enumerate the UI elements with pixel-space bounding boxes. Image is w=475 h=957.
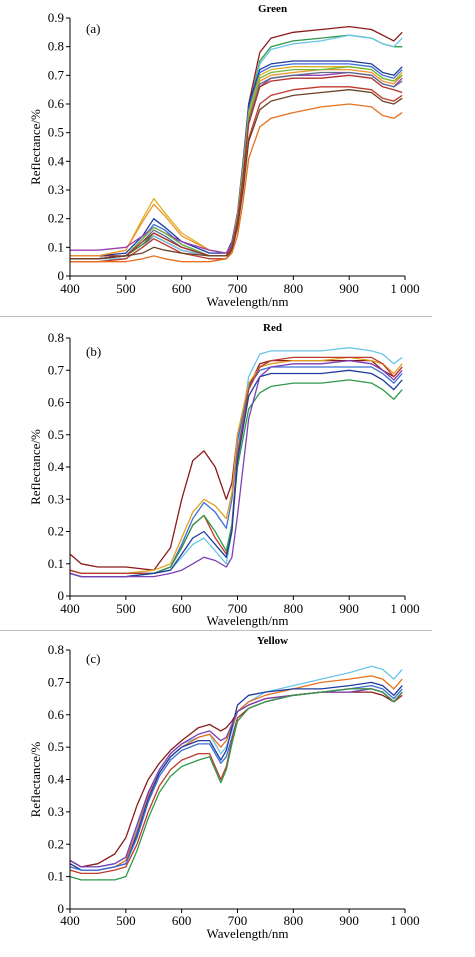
x-tick-label: 700 (228, 281, 248, 296)
y-tick-label: 0.1 (48, 239, 64, 254)
y-tick-label: 0.5 (48, 739, 64, 754)
series-line-8 (69, 688, 403, 881)
series-line-4 (69, 681, 403, 871)
x-tick-label: 800 (284, 281, 304, 296)
y-tick-label: 0.5 (48, 125, 64, 140)
series-line-13 (70, 89, 403, 260)
series-line-8 (69, 359, 403, 578)
chart-title: Yellow (257, 635, 288, 647)
series-line-3 (69, 675, 403, 871)
series-line-1 (69, 665, 403, 868)
y-tick-label: 0.3 (48, 182, 64, 197)
x-tick-label: 700 (228, 601, 248, 616)
y-tick-label: 0.8 (48, 39, 64, 54)
series-line-14 (70, 103, 403, 263)
x-tick-label: 900 (339, 601, 359, 616)
y-tick-label: 0.4 (48, 153, 65, 168)
y-tick-label: 0.7 (48, 67, 65, 82)
y-axis-title: Reflectance/% (28, 429, 43, 505)
y-tick-label: 0.4 (48, 459, 65, 474)
y-tick-label: 0.9 (48, 10, 64, 25)
x-tick-label: 500 (116, 601, 136, 616)
chart-title: Red (263, 322, 282, 334)
panel-label: (a) (86, 21, 100, 36)
x-tick-label: 500 (116, 281, 136, 296)
y-tick-label: 0.4 (48, 772, 65, 787)
x-axis-title: Wavelength/nm (207, 294, 289, 309)
x-tick-label: 400 (60, 913, 80, 928)
y-tick-label: 0 (58, 901, 65, 916)
x-tick-label: 1 000 (390, 913, 419, 928)
chart-title: Green (258, 3, 287, 15)
y-tick-label: 0.5 (48, 427, 64, 442)
panel-label: (c) (86, 651, 100, 666)
x-tick-label: 600 (172, 281, 192, 296)
x-tick-label: 400 (60, 601, 80, 616)
series-line-7 (69, 369, 403, 578)
series-line-6 (69, 688, 403, 868)
y-tick-label: 0.2 (48, 211, 64, 226)
y-tick-label: 0.1 (48, 556, 64, 571)
y-tick-label: 0.7 (48, 674, 65, 689)
x-tick-label: 500 (116, 913, 136, 928)
y-tick-label: 0 (58, 588, 65, 603)
panel-separator (0, 630, 432, 631)
x-tick-label: 1 000 (390, 601, 419, 616)
panel-separator (0, 316, 432, 317)
y-tick-label: 0.6 (48, 707, 65, 722)
series-line-11 (70, 74, 403, 260)
x-tick-label: 600 (172, 601, 192, 616)
y-tick-label: 0 (58, 268, 65, 283)
y-axis-title: Reflectance/% (28, 109, 43, 185)
x-tick-label: 800 (284, 913, 304, 928)
x-tick-label: 600 (172, 913, 192, 928)
y-tick-label: 0.1 (48, 869, 64, 884)
series-line-1 (69, 359, 403, 571)
x-tick-label: 700 (228, 913, 248, 928)
x-tick-label: 900 (339, 913, 359, 928)
x-tick-label: 1 000 (390, 281, 419, 296)
x-tick-label: 400 (60, 281, 80, 296)
x-axis-title: Wavelength/nm (207, 926, 289, 941)
y-tick-label: 0.3 (48, 804, 64, 819)
series-line-5 (69, 356, 403, 575)
y-tick-label: 0.8 (48, 330, 64, 345)
y-tick-label: 0.2 (48, 836, 64, 851)
y-tick-label: 0.6 (48, 395, 65, 410)
x-tick-label: 900 (339, 281, 359, 296)
panel-label: (b) (86, 344, 101, 359)
y-tick-label: 0.6 (48, 96, 65, 111)
x-tick-label: 800 (284, 601, 304, 616)
y-tick-label: 0.7 (48, 362, 65, 377)
y-tick-label: 0.2 (48, 524, 64, 539)
y-tick-label: 0.8 (48, 642, 64, 657)
x-axis-title: Wavelength/nm (207, 613, 289, 628)
y-tick-label: 0.3 (48, 491, 64, 506)
y-axis-title: Reflectance/% (28, 741, 43, 817)
series-line-4 (69, 356, 403, 575)
